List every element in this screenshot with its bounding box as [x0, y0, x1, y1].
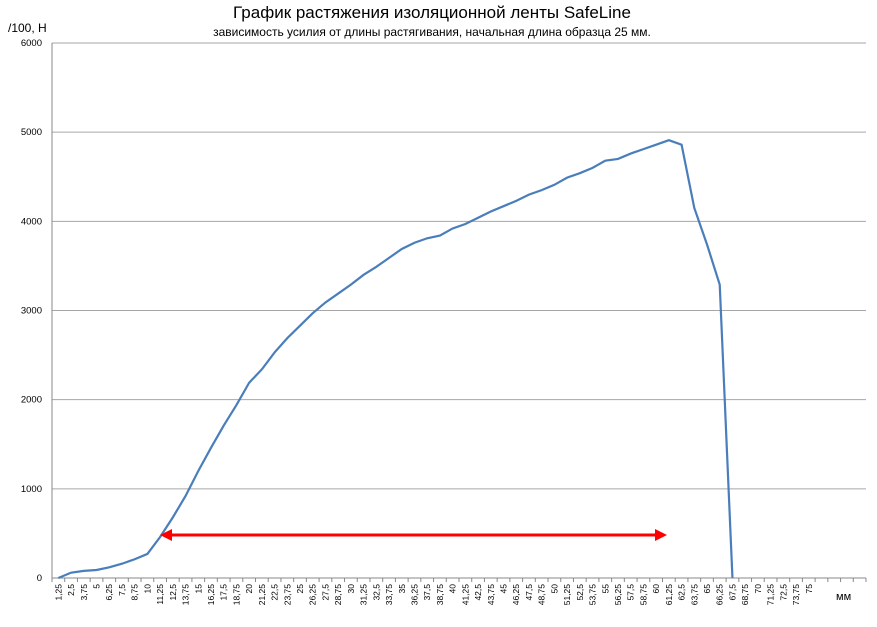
x-tick-label: 41,25: [460, 584, 470, 606]
x-tick-label: 51,25: [562, 584, 572, 606]
chart-subtitle: зависимость усилия от длины растягивания…: [213, 25, 651, 39]
x-tick-label: 53,75: [588, 584, 598, 606]
annotation-arrow: [160, 529, 667, 541]
x-tick-label: 37,5: [422, 584, 432, 601]
x-tick-label: 31,25: [359, 584, 369, 606]
x-tick-label: 33,75: [384, 584, 394, 606]
x-tick-label: 23,75: [282, 584, 292, 606]
x-tick-label: 42,5: [473, 584, 483, 601]
x-tick-label: 48,75: [537, 584, 547, 606]
x-tick-label: 71,25: [766, 584, 776, 606]
x-tick-label: 30: [346, 584, 356, 594]
x-tick-label: 52,5: [575, 584, 585, 601]
x-tick-label: 6,25: [104, 584, 114, 601]
x-tick-label: 40: [448, 584, 458, 594]
x-tick-label: 63,75: [689, 584, 699, 606]
x-tick-label: 8,75: [130, 584, 140, 601]
x-tick-label: 60: [651, 584, 661, 594]
x-tick-label: 72,5: [778, 584, 788, 601]
x-tick-label: 62,5: [677, 584, 687, 601]
x-tick-label: 36,25: [409, 584, 419, 606]
x-tick-label: 35: [397, 584, 407, 594]
x-tick-label: 5: [92, 584, 102, 589]
x-tick-label: 21,25: [257, 584, 267, 606]
y-tick-label: 6000: [21, 38, 42, 49]
x-tick-label: 66,25: [715, 584, 725, 606]
x-tick-label: 16,25: [206, 584, 216, 606]
x-axis-label: мм: [836, 591, 851, 603]
x-tick-label: 43,75: [486, 584, 496, 606]
x-tick-label: 22,5: [270, 584, 280, 601]
x-tick-label: 61,25: [664, 584, 674, 606]
x-tick-label: 13,75: [181, 584, 191, 606]
x-tick-label: 47,5: [524, 584, 534, 601]
x-tick-label: 57,5: [626, 584, 636, 601]
x-tick-label: 32,5: [371, 584, 381, 601]
x-tick-label: 38,75: [435, 584, 445, 606]
x-tick-label: 7,5: [117, 584, 127, 596]
x-tick-label: 58,75: [638, 584, 648, 606]
y-tick-label: 0: [37, 573, 42, 584]
x-tick-label: 15: [193, 584, 203, 594]
x-tick-label: 26,25: [308, 584, 318, 606]
y-axis-label: /100, Н: [8, 21, 47, 35]
x-tick-label: 56,25: [613, 584, 623, 606]
data-line: [57, 139, 734, 580]
x-tick-label: 10: [142, 584, 152, 594]
y-tick-label: 1000: [21, 484, 42, 495]
x-tick-label: 18,75: [231, 584, 241, 606]
x-tick-label: 28,75: [333, 584, 343, 606]
x-tick-label: 50: [549, 584, 559, 594]
x-tick-label: 12,5: [168, 584, 178, 601]
x-tick-label: 2,5: [66, 584, 76, 596]
x-tick-label: 46,25: [511, 584, 521, 606]
y-tick-label: 2000: [21, 395, 42, 406]
x-tick-label: 3,75: [79, 584, 89, 601]
x-tick-label: 68,75: [740, 584, 750, 606]
x-tick-label: 73,75: [791, 584, 801, 606]
chart-title: График растяжения изоляционной ленты Saf…: [233, 3, 631, 22]
x-tick-label: 70: [753, 584, 763, 594]
x-tick-label: 20: [244, 584, 254, 594]
y-tick-label: 5000: [21, 127, 42, 138]
y-tick-label: 3000: [21, 306, 42, 317]
x-tick-label: 55: [600, 584, 610, 594]
x-tick-label: 67,5: [727, 584, 737, 601]
x-tick-label: 25: [295, 584, 305, 594]
x-tick-label: 11,25: [155, 584, 165, 605]
x-tick-label: 27,5: [320, 584, 330, 601]
x-tick-label: 75: [804, 584, 814, 594]
x-tick-label: 1,25: [53, 584, 63, 601]
y-tick-label: 4000: [21, 216, 42, 227]
x-tick-label: 65: [702, 584, 712, 594]
x-tick-label: 17,5: [219, 584, 229, 601]
x-tick-label: 45: [499, 584, 509, 594]
